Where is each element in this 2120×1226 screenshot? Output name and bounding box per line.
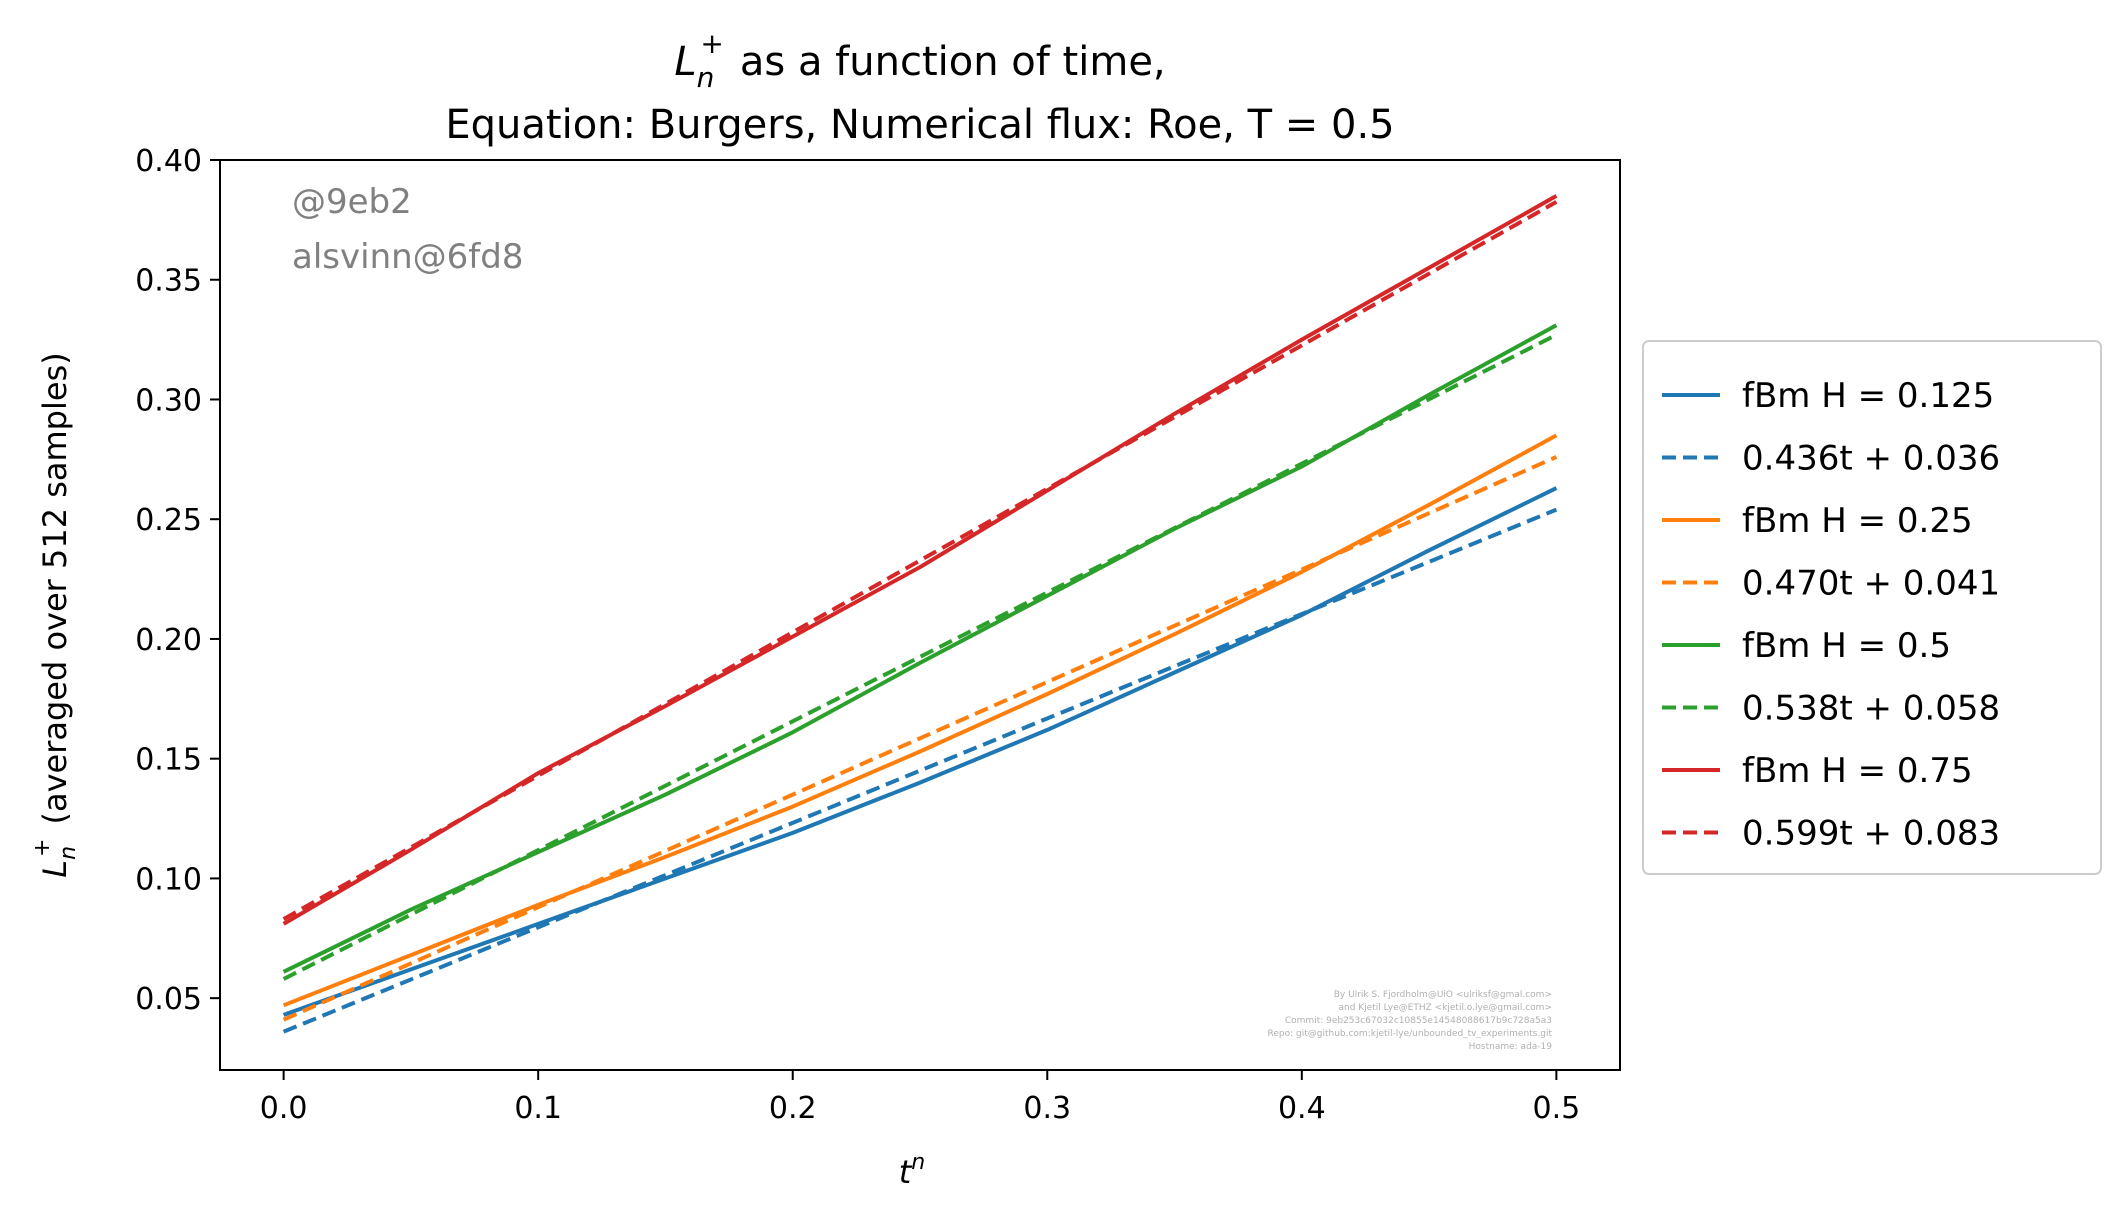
y-tick-label: 0.10	[135, 862, 202, 897]
y-tick-label: 0.25	[135, 503, 202, 538]
legend-label-1: fBm H = 0.125	[1742, 376, 1994, 416]
credit-block: By Ulrik S. Fjordholm@UiO <ulriksf@gmal.…	[1268, 990, 1553, 1052]
x-tick-label: 0.1	[514, 1091, 562, 1126]
credit-line-1: By Ulrik S. Fjordholm@UiO <ulriksf@gmal.…	[1334, 990, 1552, 1000]
legend-label-8: 0.599t + 0.083	[1742, 814, 2000, 854]
x-tick-label: 0.0	[260, 1091, 308, 1126]
series-line-4	[282, 455, 1558, 1022]
y-tick-label: 0.15	[135, 743, 202, 778]
legend-label-3: fBm H = 0.25	[1742, 501, 1973, 541]
x-tick-label: 0.2	[769, 1091, 817, 1126]
y-tick-label: 0.35	[135, 264, 202, 299]
legend-box	[1642, 340, 2102, 875]
legend-label-4: 0.470t + 0.041	[1742, 564, 2000, 604]
series-line-6	[282, 333, 1558, 981]
chart-subtitle: Equation: Burgers, Numerical flux: Roe, …	[445, 102, 1394, 148]
series-line-8	[282, 200, 1558, 921]
series-line-2	[282, 507, 1558, 1034]
legend-label-5: fBm H = 0.5	[1742, 626, 1951, 666]
credit-line-2: and Kjetil Lye@ETHZ <kjetil.o.lye@gmail.…	[1338, 1003, 1552, 1013]
credit-line-3: Commit: 9eb253c67032c10855e14548088617b9…	[1285, 1016, 1552, 1026]
y-axis: 0.05 0.10 0.15 0.20 0.25 0.30 0.35 0.40	[135, 144, 220, 1017]
x-tick-label: 0.5	[1533, 1091, 1581, 1126]
y-tick-label: 0.05	[135, 982, 202, 1017]
chart-title: Ln+ as a function of time,	[674, 27, 1165, 94]
y-tick-label: 0.30	[135, 383, 202, 418]
credit-line-4: Repo: git@github.com:kjetil-lye/unbounde…	[1268, 1029, 1553, 1039]
legend-label-2: 0.436t + 0.036	[1742, 439, 2000, 479]
credit-line-5: Hostname: ada-19	[1469, 1042, 1553, 1052]
y-axis-label: Ln+(averaged over 512 samples)	[30, 352, 81, 877]
watermark-commit: @9eb2	[292, 182, 412, 222]
x-axis: 0.0 0.1 0.2 0.3 0.4 0.5	[260, 1070, 1580, 1126]
x-axis-label: tn	[899, 1150, 926, 1191]
series-line-1	[282, 486, 1558, 1017]
legend: fBm H = 0.125 0.436t + 0.036 fBm H = 0.25 0…	[1642, 340, 2102, 875]
x-tick-label: 0.4	[1278, 1091, 1326, 1126]
series-layer	[282, 194, 1558, 1034]
legend-label-7: fBm H = 0.75	[1742, 751, 1973, 791]
plot-area	[219, 159, 1621, 1071]
legend-label-6: 0.538t + 0.058	[1742, 689, 2000, 729]
x-tick-label: 0.3	[1023, 1091, 1071, 1126]
watermark-alsvinn: alsvinn@6fd8	[292, 237, 523, 277]
y-tick-label: 0.40	[135, 144, 202, 179]
y-tick-label: 0.20	[135, 623, 202, 658]
